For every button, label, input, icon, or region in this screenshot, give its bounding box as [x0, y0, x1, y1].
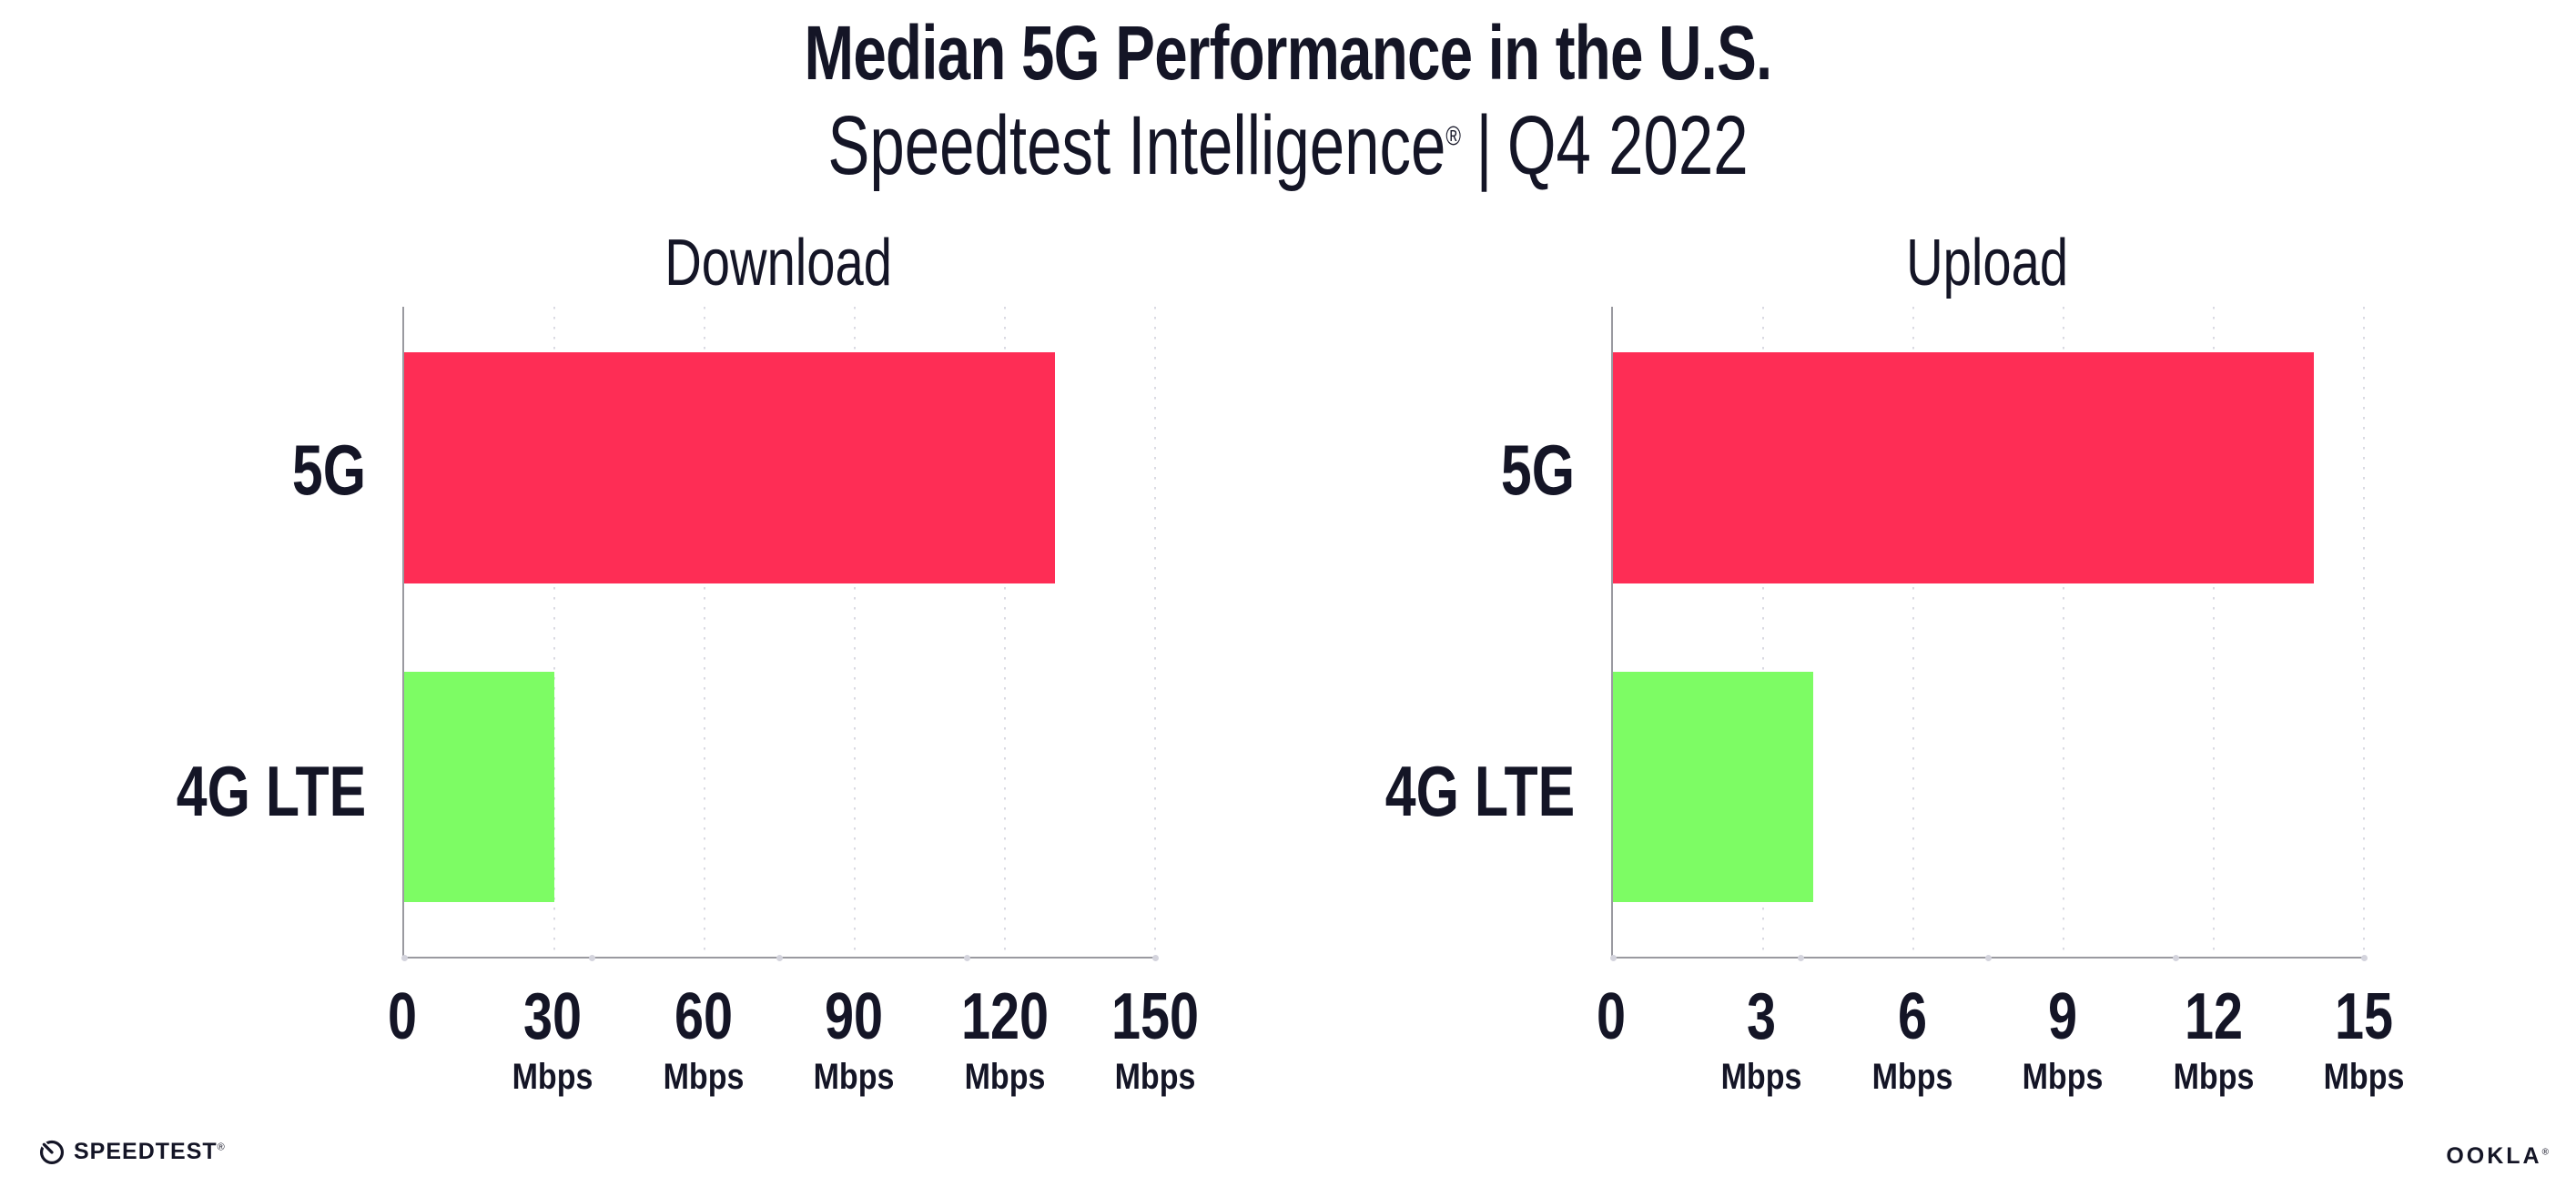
x-tick-value: 3 — [1747, 980, 1777, 1053]
x-tick-label: 150 Mbps — [1100, 959, 1210, 1095]
y-axis-labels: 5G 4G LTE — [1385, 307, 1611, 959]
bar-5g — [1613, 351, 2314, 584]
x-tick-unit: Mbps — [813, 1057, 895, 1097]
upload-chart: Upload 5G 4G LTE 0 3 Mbps 6 Mbps 9 Mbps 12 Mbps 1… — [1385, 218, 2405, 1096]
x-axis-tick-labels: 0 3 Mbps 6 Mbps 9 Mbps 12 Mbps 15 Mbps — [1597, 959, 2404, 1095]
registered-mark: ® — [1445, 121, 1461, 152]
x-tick-label: 60 Mbps — [656, 959, 751, 1095]
subtitle-period: Q4 2022 — [1506, 99, 1749, 192]
x-tick-label: 0 — [384, 959, 421, 1050]
x-tick-label: 90 Mbps — [806, 959, 901, 1095]
chart-title-download: Download — [664, 226, 893, 299]
gridline — [1912, 307, 1914, 957]
x-tick-unit: Mbps — [2022, 1057, 2104, 1097]
gridline — [2363, 307, 2365, 957]
axis-tick-dot — [588, 955, 595, 961]
axis-tick-dot — [776, 955, 783, 961]
page-subtitle: Speedtest Intelligence® | Q4 2022 — [322, 104, 2255, 188]
x-tick-label: 120 Mbps — [950, 959, 1060, 1095]
page-title: Median 5G Performance in the U.S. — [804, 10, 1773, 96]
axis-tick-dot — [2173, 955, 2180, 961]
chart-title-upload: Upload — [1906, 226, 2069, 299]
gridline — [1154, 307, 1156, 957]
ookla-wordmark: OOKLA — [2446, 1143, 2542, 1169]
x-tick-label: 0 — [1593, 959, 1629, 1050]
x-tick-label: 30 Mbps — [505, 959, 600, 1095]
axis-tick-dot — [1151, 955, 1159, 961]
gridline — [854, 307, 856, 957]
axis-tick-dot — [1609, 955, 1617, 961]
speedtest-wordmark: SPEEDTEST® — [74, 1138, 226, 1164]
gridline — [1004, 307, 1006, 957]
gridline — [553, 307, 555, 957]
x-tick-value: 120 — [960, 980, 1049, 1053]
x-tick-label: 3 Mbps — [1714, 959, 1809, 1095]
category-label-5g: 5G — [291, 430, 366, 510]
gridline — [1762, 307, 1764, 957]
plot-area-download — [401, 307, 1159, 961]
x-tick-label: 12 Mbps — [2165, 959, 2260, 1095]
x-tick-value: 60 — [674, 980, 733, 1053]
download-chart: Download 5G 4G LTE 0 30 Mbps 60 Mbps 90 Mbps 12… — [177, 218, 1200, 1096]
x-tick-unit: Mbps — [2173, 1057, 2254, 1097]
x-tick-unit: Mbps — [512, 1057, 593, 1097]
category-label-5g: 5G — [1500, 430, 1575, 510]
subtitle-separator: | — [1476, 99, 1493, 192]
ookla-logo: OOKLA® — [2446, 1145, 2549, 1168]
x-tick-unit: Mbps — [1114, 1057, 1196, 1097]
axis-tick-dot — [401, 955, 408, 961]
x-tick-unit: Mbps — [2323, 1057, 2405, 1097]
axis-tick-dot — [1797, 955, 1804, 961]
x-tick-value: 90 — [825, 980, 884, 1053]
gridline — [2063, 307, 2064, 957]
bar-4g-lte — [404, 672, 554, 903]
x-tick-value: 15 — [2334, 980, 2394, 1053]
gridline — [2213, 307, 2215, 957]
bar-4g-lte — [1613, 672, 1813, 903]
x-tick-value: 9 — [2048, 980, 2078, 1053]
x-axis-tick-labels: 0 30 Mbps 60 Mbps 90 Mbps 120 Mbps 150 Mbps — [388, 959, 1199, 1095]
x-tick-value: 0 — [1596, 980, 1627, 1053]
registered-mark: ® — [2541, 1147, 2549, 1158]
x-tick-label: 6 Mbps — [1865, 959, 1960, 1095]
x-tick-value: 30 — [523, 980, 583, 1053]
axis-tick-dot — [1985, 955, 1992, 961]
category-label-4g-lte: 4G LTE — [1384, 750, 1575, 831]
speedtest-gauge-icon — [38, 1139, 65, 1164]
x-tick-unit: Mbps — [1871, 1057, 1953, 1097]
axis-tick-dot — [964, 955, 971, 961]
x-tick-value: 150 — [1111, 980, 1200, 1053]
x-tick-label: 9 Mbps — [2015, 959, 2110, 1095]
header: Median 5G Performance in the U.S. Speedt… — [0, 0, 2576, 188]
subtitle-brand: Speedtest Intelligence — [827, 99, 1446, 192]
x-tick-value: 6 — [1897, 980, 1927, 1053]
x-tick-unit: Mbps — [1721, 1057, 1802, 1097]
x-tick-value: 0 — [387, 980, 418, 1053]
x-tick-value: 12 — [2184, 980, 2243, 1053]
y-axis-labels: 5G 4G LTE — [177, 307, 402, 959]
bar-5g — [404, 351, 1055, 584]
x-tick-unit: Mbps — [663, 1057, 745, 1097]
registered-mark: ® — [217, 1141, 226, 1153]
axis-tick-dot — [2360, 955, 2368, 961]
plot-area-upload — [1609, 307, 2368, 961]
x-tick-unit: Mbps — [964, 1057, 1045, 1097]
speedtest-logo: SPEEDTEST® — [38, 1138, 226, 1165]
x-tick-label: 15 Mbps — [2317, 959, 2411, 1095]
gridline — [704, 307, 705, 957]
category-label-4g-lte: 4G LTE — [176, 750, 366, 831]
